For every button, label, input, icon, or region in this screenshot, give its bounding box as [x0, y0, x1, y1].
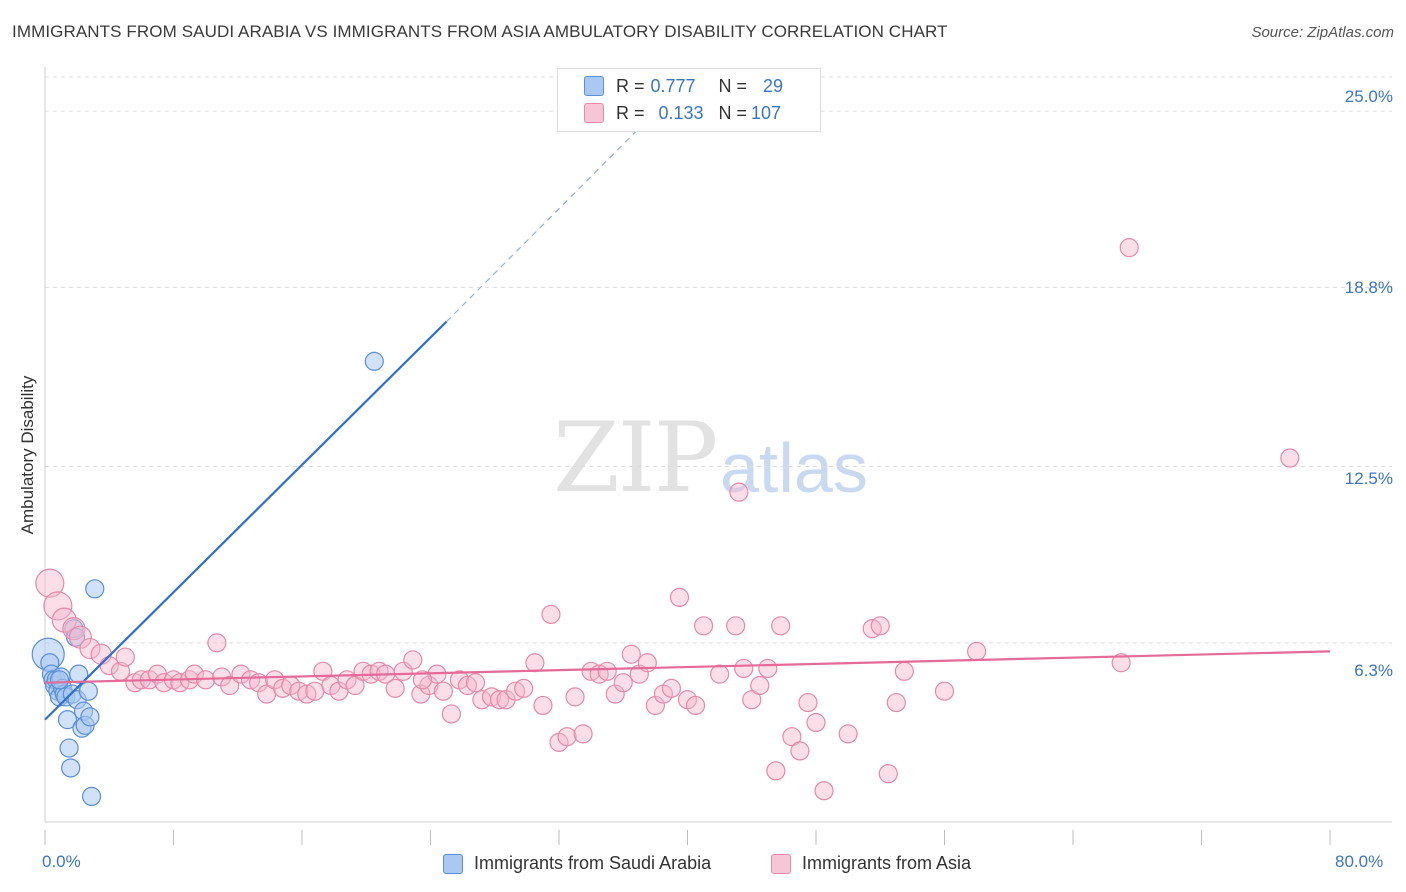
data-point-asia — [934, 681, 955, 701]
y-tick-label: 25.0% — [1344, 87, 1393, 106]
data-point-saudi-arabia — [80, 707, 100, 727]
data-point-asia — [693, 616, 714, 636]
y-tick-label: 6.3% — [1354, 661, 1393, 680]
data-point-asia — [750, 675, 770, 696]
data-point-asia — [403, 650, 423, 670]
legend-row-asia: R = 0.133 N = 107 — [616, 102, 781, 124]
trend-line-asia — [44, 650, 1331, 684]
data-point-saudi-arabia — [57, 710, 78, 730]
chart-source: Source: ZipAtlas.com — [1251, 24, 1394, 41]
data-point-asia — [685, 695, 706, 716]
data-point-asia — [629, 664, 649, 684]
data-point-asia — [51, 607, 77, 633]
legend-label: Immigrants from Saudi Arabia — [474, 853, 712, 873]
data-point-asia — [1119, 238, 1139, 258]
legend-n-label: N = — [718, 102, 748, 123]
data-point-asia — [573, 724, 593, 744]
legend-label: Immigrants from Asia — [802, 853, 972, 873]
data-point-saudi-arabia — [59, 738, 79, 758]
data-point-asia — [514, 678, 534, 698]
x-tick-label-max: 80.0% — [1335, 852, 1384, 871]
data-point-asia — [305, 681, 325, 701]
legend-item-saudi-arabia: Immigrants from Saudi Arabia — [443, 853, 711, 874]
watermark-zip: ZIP — [553, 402, 718, 514]
data-point-saudi-arabia — [364, 351, 384, 371]
y-tick-label: 18.8% — [1344, 278, 1393, 297]
legend-swatch-pink — [771, 853, 791, 874]
legend-r-label: R = — [616, 102, 645, 123]
data-point-asia — [886, 692, 906, 713]
data-point-asia — [798, 692, 818, 713]
data-point-asia — [878, 764, 898, 784]
data-point-asia — [734, 658, 754, 679]
data-point-asia — [661, 678, 682, 698]
y-tick-label: 12.5% — [1344, 469, 1393, 488]
data-point-asia — [465, 673, 486, 693]
data-point-asia — [605, 684, 625, 704]
data-point-asia — [597, 661, 617, 681]
data-point-asia — [766, 761, 786, 781]
data-point-asia — [43, 591, 73, 621]
data-point-asia — [758, 658, 778, 679]
data-point-asia — [412, 670, 433, 690]
data-point-asia — [894, 661, 914, 681]
data-point-asia — [385, 678, 405, 698]
data-point-asia — [771, 616, 791, 636]
data-point-asia — [533, 695, 553, 716]
data-point-asia — [1111, 653, 1131, 673]
data-point-asia — [710, 664, 730, 684]
y-axis-label: Ambulatory Disability — [18, 375, 37, 535]
legend-item-asia: Immigrants from Asia — [771, 853, 971, 874]
data-point-asia — [838, 724, 858, 744]
correlation-legend: R = 0.777 N = 29 R = 0.133 N = 107 — [557, 68, 821, 132]
x-tick-label-min: 0.0% — [42, 852, 81, 871]
data-point-asia — [541, 604, 561, 625]
data-point-asia — [489, 690, 510, 710]
legend-n-value: 107 — [751, 102, 782, 123]
data-point-saudi-arabia — [85, 579, 105, 599]
legend-swatch-blue — [443, 853, 463, 874]
legend-r-value: 0.133 — [658, 102, 704, 123]
data-point-saudi-arabia — [69, 664, 89, 684]
data-point-asia — [669, 587, 690, 607]
data-point-asia — [790, 741, 810, 761]
data-point-asia — [441, 704, 461, 724]
data-point-asia — [220, 675, 240, 696]
watermark-atlas: atlas — [720, 429, 868, 507]
data-point-asia — [1280, 448, 1300, 468]
trend-line-extension-saudi-arabia — [446, 127, 640, 322]
data-point-asia — [565, 687, 585, 707]
data-point-asia — [613, 673, 633, 693]
data-point-asia — [557, 727, 577, 747]
data-point-asia — [806, 712, 826, 733]
legend-n-value: 29 — [763, 75, 784, 96]
legend-r-label: R = — [616, 75, 645, 96]
data-point-saudi-arabia — [49, 670, 70, 690]
data-point-asia — [35, 568, 65, 598]
data-point-saudi-arabia — [61, 758, 81, 778]
data-point-asia — [870, 616, 890, 636]
data-point-asia — [525, 653, 545, 673]
legend-swatch-pink — [584, 103, 604, 123]
data-point-asia — [115, 647, 135, 667]
data-point-asia — [967, 641, 987, 661]
trend-line-saudi-arabia — [44, 320, 448, 721]
data-point-saudi-arabia — [81, 786, 102, 807]
legend-r-value: 0.777 — [650, 75, 696, 96]
legend-n-label: N = — [718, 75, 748, 96]
legend-row-saudi: R = 0.777 N = 29 — [616, 75, 783, 97]
data-point-asia — [621, 644, 641, 664]
data-point-asia — [729, 482, 749, 502]
data-point-saudi-arabia — [78, 681, 98, 701]
chart-title: IMMIGRANTS FROM SAUDI ARABIA VS IMMIGRAN… — [12, 22, 948, 41]
legend-swatch-blue — [584, 76, 604, 96]
data-point-asia — [207, 633, 227, 653]
data-point-asia — [433, 681, 453, 701]
data-point-asia — [814, 781, 834, 801]
data-point-asia — [726, 616, 746, 636]
data-point-asia — [79, 637, 101, 660]
data-point-asia — [645, 695, 665, 716]
